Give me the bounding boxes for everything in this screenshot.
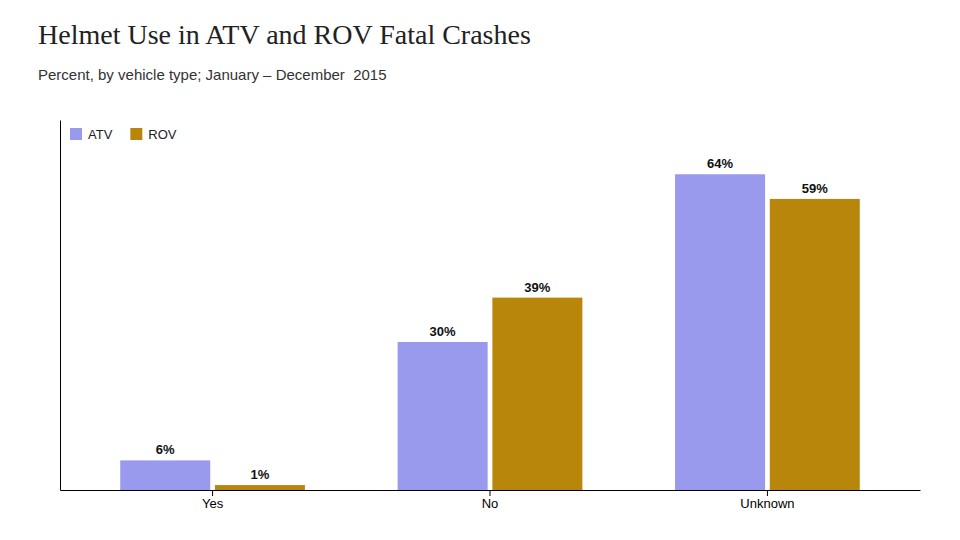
- subtitle: Percent, by vehicle type; January – Dece…: [38, 66, 387, 83]
- legend-entry: ROV: [130, 127, 177, 142]
- data-label: 30%: [430, 324, 456, 339]
- x-tick-label: No: [482, 496, 499, 511]
- bar: [770, 199, 860, 490]
- bar: [492, 298, 582, 490]
- bar: [120, 460, 210, 490]
- x-tick: No: [482, 490, 499, 511]
- x-tick-mark: [212, 490, 213, 496]
- bar: [215, 485, 305, 490]
- y-axis-line: [60, 121, 61, 491]
- x-tick-label: Unknown: [740, 496, 794, 511]
- title: Helmet Use in ATV and ROV Fatal Crashes: [38, 19, 531, 50]
- data-labels: 6% 30% 64% 1% 39% 59%: [156, 156, 828, 482]
- bar: [398, 342, 488, 490]
- legend-entry: ATV: [70, 127, 113, 142]
- legend-swatch: [130, 128, 142, 140]
- chart: Helmet Use in ATV and ROV Fatal Crashes P…: [0, 0, 960, 540]
- x-tick-mark: [490, 490, 491, 496]
- legend-swatch: [70, 128, 82, 140]
- x-tick: Unknown: [740, 490, 794, 511]
- plot-area: 6% 30% 64% 1% 39% 59% Yes No Unknown ATV ROV: [61, 121, 921, 512]
- data-label: 39%: [524, 280, 550, 295]
- legend: ATV ROV: [70, 127, 177, 142]
- legend-label: ROV: [148, 127, 177, 142]
- data-label: 64%: [707, 156, 733, 171]
- y-axis: [60, 121, 61, 491]
- bar: [675, 174, 765, 490]
- x-tick: Yes: [202, 490, 224, 511]
- data-label: 59%: [802, 181, 828, 196]
- data-label: 1%: [251, 467, 270, 482]
- x-tick-label: Yes: [202, 496, 224, 511]
- x-tick-mark: [767, 490, 768, 496]
- x-axis: Yes No Unknown: [61, 490, 921, 511]
- legend-label: ATV: [88, 127, 113, 142]
- data-label: 6%: [156, 442, 175, 457]
- bars: [120, 174, 860, 490]
